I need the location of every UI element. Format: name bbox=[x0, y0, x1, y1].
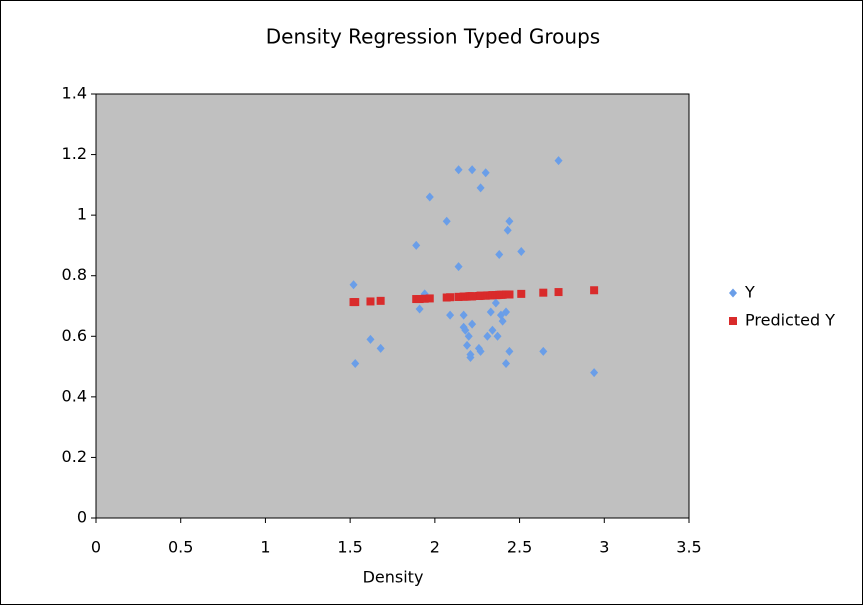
plot-area bbox=[95, 93, 690, 519]
data-point bbox=[454, 262, 463, 272]
data-point bbox=[459, 310, 468, 320]
legend-marker bbox=[729, 288, 737, 298]
data-point bbox=[412, 240, 421, 250]
data-point bbox=[442, 216, 451, 226]
data-point bbox=[488, 325, 497, 335]
data-point bbox=[420, 294, 429, 303]
data-point bbox=[498, 316, 507, 326]
x-tick-label: 2 bbox=[430, 538, 440, 557]
y-tick-label: 0.8 bbox=[62, 265, 87, 284]
data-point bbox=[415, 295, 424, 304]
data-point bbox=[476, 346, 485, 356]
legend-marker bbox=[729, 317, 737, 325]
data-point bbox=[376, 296, 385, 305]
data-point bbox=[505, 216, 514, 226]
data-point bbox=[517, 289, 526, 298]
x-axis-title: Density bbox=[363, 568, 424, 587]
data-point bbox=[461, 325, 470, 335]
data-point bbox=[415, 304, 424, 314]
data-point bbox=[502, 307, 511, 317]
y-tick-label: 0.2 bbox=[62, 447, 87, 466]
y-tick-label: 0.4 bbox=[62, 386, 87, 405]
y-tick-label: 0 bbox=[77, 508, 87, 527]
data-point bbox=[468, 292, 477, 301]
data-point bbox=[493, 331, 502, 341]
data-point bbox=[505, 290, 514, 299]
data-point bbox=[425, 294, 434, 303]
chart-title: Density Regression Typed Groups bbox=[266, 25, 600, 49]
data-point bbox=[366, 334, 375, 344]
y-tick-label: 1 bbox=[77, 205, 87, 224]
data-point bbox=[466, 352, 475, 362]
data-point bbox=[468, 165, 477, 175]
data-point bbox=[463, 340, 472, 350]
data-point bbox=[376, 343, 385, 353]
y-tick-label: 0.6 bbox=[62, 326, 87, 345]
x-tick-label: 3 bbox=[599, 538, 609, 557]
data-point bbox=[505, 346, 514, 356]
data-point bbox=[590, 368, 599, 378]
data-point bbox=[590, 286, 599, 295]
data-point bbox=[486, 307, 495, 317]
data-point bbox=[454, 292, 463, 301]
data-point bbox=[539, 288, 548, 297]
data-point bbox=[349, 280, 358, 290]
x-tick-label: 0.5 bbox=[168, 538, 193, 557]
x-tick-label: 1.5 bbox=[337, 538, 362, 557]
data-point bbox=[483, 331, 492, 341]
data-point bbox=[351, 298, 360, 307]
data-point bbox=[554, 288, 563, 297]
x-tick-label: 2.5 bbox=[507, 538, 532, 557]
data-point bbox=[476, 291, 485, 300]
data-point bbox=[468, 319, 477, 329]
data-point bbox=[554, 156, 563, 166]
data-point bbox=[351, 359, 360, 369]
data-point bbox=[464, 331, 473, 341]
data-point bbox=[366, 297, 375, 306]
data-point bbox=[446, 293, 455, 302]
legend-label: Predicted Y bbox=[745, 311, 835, 330]
data-point bbox=[425, 192, 434, 202]
x-tick-label: 3.5 bbox=[676, 538, 701, 557]
x-tick-label: 1 bbox=[260, 538, 270, 557]
data-point bbox=[517, 246, 526, 256]
data-point bbox=[476, 183, 485, 193]
data-point bbox=[481, 168, 490, 178]
x-tick-label: 0 bbox=[91, 538, 101, 557]
data-point bbox=[502, 359, 511, 369]
data-point bbox=[446, 310, 455, 320]
data-point bbox=[539, 346, 548, 356]
data-point bbox=[495, 250, 504, 260]
data-point bbox=[491, 298, 500, 308]
data-point bbox=[454, 165, 463, 175]
data-point bbox=[503, 225, 512, 235]
y-tick-label: 1.4 bbox=[62, 84, 87, 103]
legend-label: Y bbox=[744, 283, 755, 302]
y-tick-label: 1.2 bbox=[62, 144, 87, 163]
